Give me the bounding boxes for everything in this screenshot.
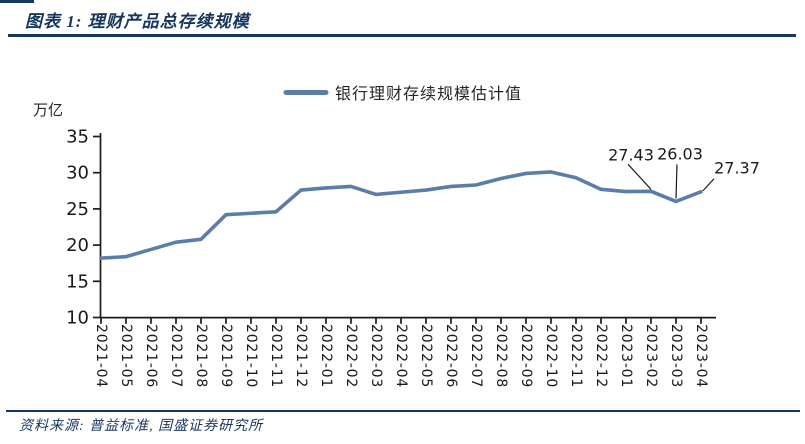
- svg-text:30: 30: [66, 163, 89, 184]
- svg-text:2021-08: 2021-08: [193, 324, 209, 388]
- source-note: 资料来源: 普益标准, 国盛证券研究所: [19, 419, 264, 434]
- svg-text:2022-04: 2022-04: [393, 324, 409, 388]
- svg-text:26.03: 26.03: [657, 144, 703, 163]
- svg-text:2022-07: 2022-07: [468, 324, 484, 388]
- svg-text:2022-05: 2022-05: [418, 324, 434, 388]
- legend-series-label: 银行理财存续规模估计值: [334, 86, 523, 103]
- legend-line-swatch: [282, 89, 328, 95]
- title-underline-rule: [8, 34, 796, 37]
- svg-text:2022-06: 2022-06: [443, 324, 459, 388]
- svg-text:2021-11: 2021-11: [268, 324, 284, 388]
- svg-text:2022-09: 2022-09: [518, 324, 534, 388]
- svg-text:2021-04: 2021-04: [93, 324, 109, 388]
- svg-text:2022-02: 2022-02: [343, 324, 359, 388]
- svg-text:20: 20: [66, 235, 89, 256]
- svg-text:2022-10: 2022-10: [543, 324, 559, 388]
- svg-text:2021-05: 2021-05: [118, 324, 134, 388]
- svg-text:2023-01: 2023-01: [618, 324, 634, 388]
- svg-text:2021-06: 2021-06: [143, 324, 159, 388]
- svg-text:2022-08: 2022-08: [493, 324, 509, 388]
- figure-title: 图表 1: 理财产品总存续规模: [25, 12, 250, 31]
- svg-text:35: 35: [66, 127, 89, 148]
- svg-text:2022-03: 2022-03: [368, 324, 384, 388]
- svg-text:2023-03: 2023-03: [668, 324, 684, 388]
- chart-legend: 银行理财存续规模估计值: [282, 80, 523, 104]
- footer-rule: [6, 410, 800, 412]
- svg-text:2023-02: 2023-02: [643, 324, 659, 388]
- svg-text:2021-09: 2021-09: [218, 324, 234, 388]
- svg-text:25: 25: [66, 199, 89, 220]
- svg-text:2021-10: 2021-10: [243, 324, 259, 388]
- svg-text:27.37: 27.37: [714, 159, 760, 178]
- svg-text:2021-07: 2021-07: [168, 324, 184, 388]
- svg-text:15: 15: [66, 271, 89, 292]
- svg-text:10: 10: [66, 308, 89, 329]
- svg-text:27.43: 27.43: [608, 145, 654, 164]
- svg-text:2022-01: 2022-01: [318, 324, 334, 388]
- svg-text:2021-12: 2021-12: [293, 324, 309, 388]
- svg-text:2023-04: 2023-04: [693, 324, 709, 388]
- svg-text:2022-11: 2022-11: [568, 324, 584, 388]
- svg-text:2022-12: 2022-12: [593, 324, 609, 388]
- top-left-rule: [0, 0, 34, 3]
- y-axis-unit-label: 万亿: [33, 103, 64, 119]
